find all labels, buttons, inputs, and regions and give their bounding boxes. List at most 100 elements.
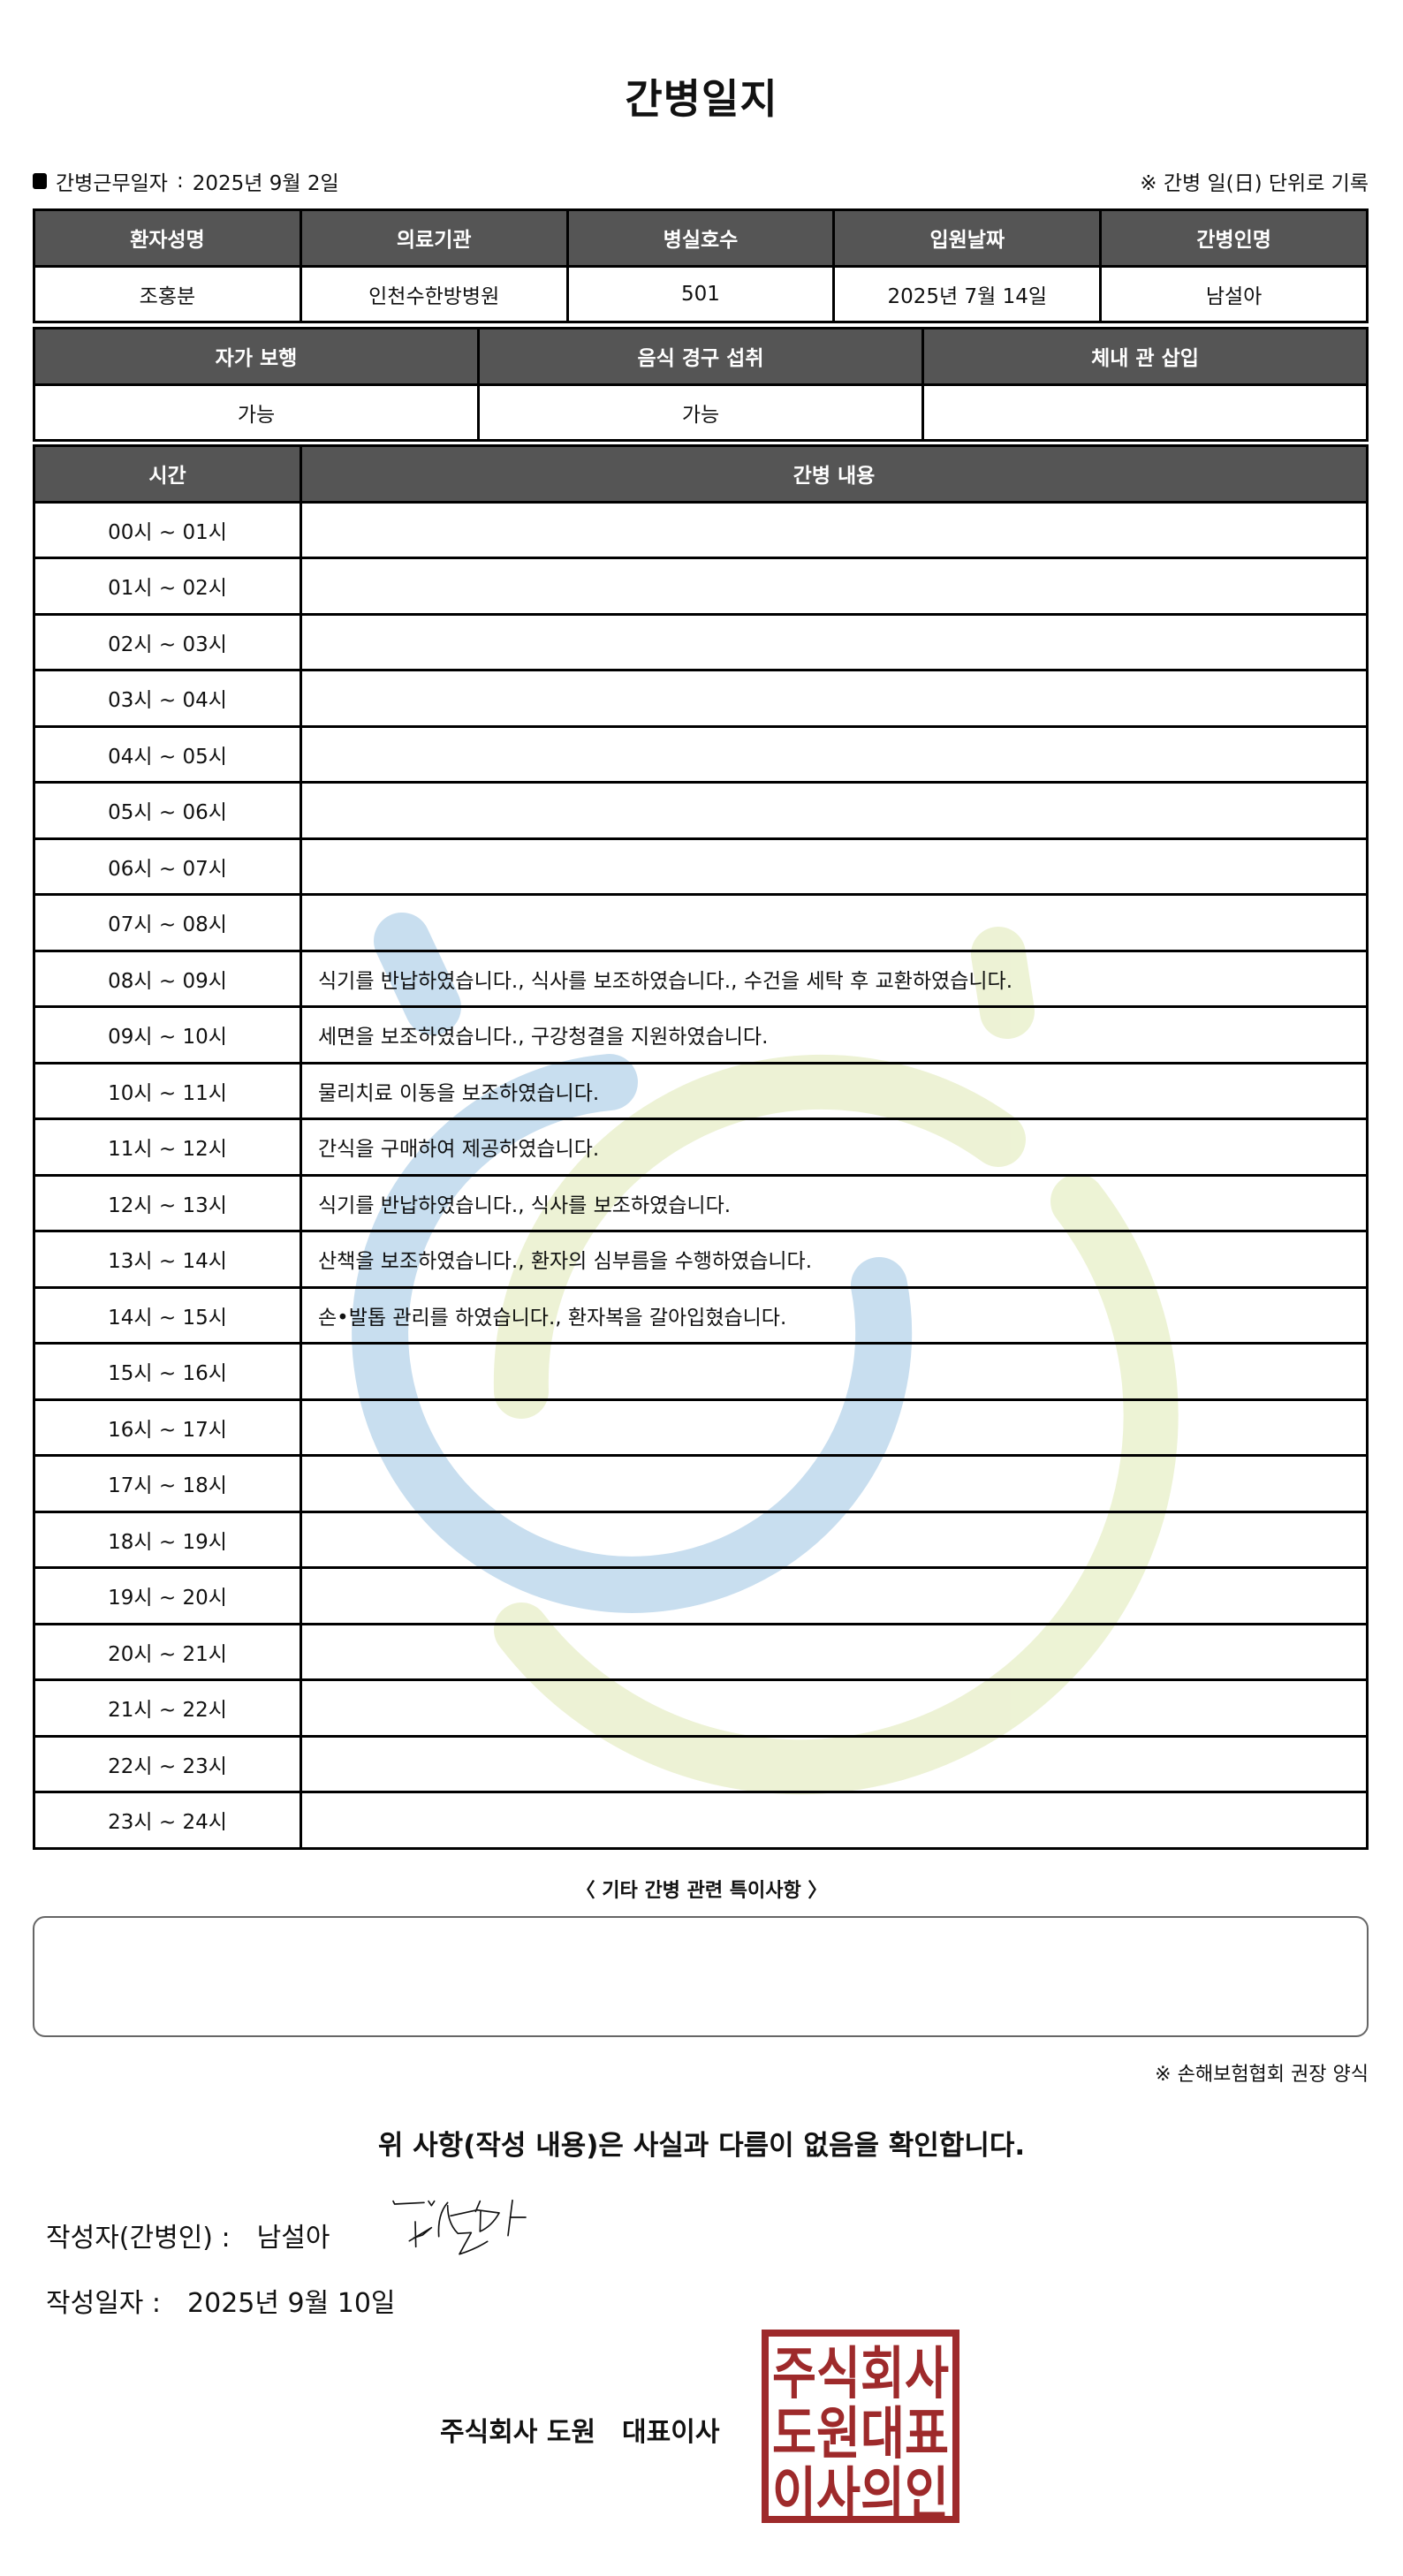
care-content: 손•발톱 관리를 하였습니다., 환자복을 갈아입혔습니다. [300, 1285, 1369, 1345]
time-slot: 01시 ~ 02시 [33, 557, 302, 616]
table-row: 16시 ~ 17시 [33, 1398, 1369, 1457]
time-slot: 18시 ~ 19시 [33, 1510, 302, 1569]
record-note: ※ 간병 일(日) 단위로 기록 [1140, 172, 1369, 195]
work-date: 간병근무일자 : 2025년 9월 2일 [33, 166, 339, 196]
page-title: 간병일지 [625, 75, 778, 123]
time-slot: 11시 ~ 12시 [33, 1118, 302, 1177]
table-row: 06시 ~ 07시 [33, 837, 1369, 896]
header-care-content: 간병 내용 [300, 444, 1369, 504]
care-content: 물리치료 이동을 보조하였습니다. [300, 1061, 1369, 1120]
stamp-line: 도원대표 [772, 2402, 949, 2467]
admission-date: 2025년 7월 14일 [832, 264, 1103, 323]
care-content [300, 1566, 1369, 1625]
care-content [300, 1734, 1369, 1793]
patient-name: 조홍분 [33, 264, 302, 323]
table-row: 15시 ~ 16시 [33, 1342, 1369, 1401]
work-date-value: 2025년 9월 2일 [192, 172, 339, 195]
written-date-line: 작성일자 : 2025년 9월 10일 [46, 2281, 396, 2320]
table-row: 17시 ~ 18시 [33, 1454, 1369, 1513]
care-content [300, 781, 1369, 840]
stamp-line: 이사의인 [772, 2462, 949, 2523]
time-slot: 17시 ~ 18시 [33, 1454, 302, 1513]
company-role: 대표이사 [622, 2417, 720, 2448]
hospital: 인천수한방병원 [299, 264, 569, 323]
care-content: 식기를 반납하였습니다., 식사를 보조하였습니다., 수건을 세탁 후 교환하… [300, 949, 1369, 1008]
confirmation-statement: 위 사항(작성 내용)은 사실과 다름이 없음을 확인합니다. [377, 2130, 1026, 2162]
header-caregiver: 간병인명 [1099, 208, 1369, 268]
time-slot: 19시 ~ 20시 [33, 1566, 302, 1625]
care-content [300, 893, 1369, 952]
written-date-label: 작성일자 : [46, 2288, 162, 2319]
table-row: 18시 ~ 19시 [33, 1510, 1369, 1569]
care-content [300, 724, 1369, 784]
time-slot: 02시 ~ 03시 [33, 612, 302, 671]
work-date-label: 간병근무일자 [56, 172, 168, 195]
company-seal-stamp: 주식회사 도원대표 이사의인 [762, 2330, 959, 2523]
time-slot: 03시 ~ 04시 [33, 669, 302, 728]
time-slot: 21시 ~ 22시 [33, 1678, 302, 1738]
table-row: 09시 ~ 10시 세면을 보조하였습니다., 구강청결을 지원하였습니다. [33, 1005, 1369, 1064]
table-row: 03시 ~ 04시 [33, 669, 1369, 728]
time-slot: 20시 ~ 21시 [33, 1622, 302, 1681]
time-slot: 06시 ~ 07시 [33, 837, 302, 896]
writer-name: 남설아 [256, 2223, 330, 2254]
table-row: 02시 ~ 03시 [33, 612, 1369, 671]
care-content [300, 612, 1369, 671]
writer-label: 작성자(간병인) : [46, 2223, 231, 2254]
time-slot: 13시 ~ 14시 [33, 1230, 302, 1289]
time-slot: 07시 ~ 08시 [33, 893, 302, 952]
table-row: 19시 ~ 20시 [33, 1566, 1369, 1625]
table-row: 01시 ~ 02시 [33, 557, 1369, 616]
time-slot: 22시 ~ 23시 [33, 1734, 302, 1793]
writer-line: 작성자(간병인) : 남설아 [46, 2216, 330, 2254]
table-row: 04시 ~ 05시 [33, 724, 1369, 784]
time-slot: 08시 ~ 09시 [33, 949, 302, 1008]
care-log-table: 시간 간병 내용 00시 ~ 01시 01시 ~ 02시 02시 ~ 03시 03시 … [33, 444, 1369, 1850]
table-row: 08시 ~ 09시 식기를 반납하였습니다., 식사를 보조하였습니다., 수건을… [33, 949, 1369, 1008]
header-room: 병실호수 [565, 208, 836, 268]
company-signature-line: 주식회사 도원 대표이사 [440, 2410, 719, 2449]
tube-value [921, 383, 1369, 442]
special-notes-box [33, 1916, 1369, 2037]
time-slot: 09시 ~ 10시 [33, 1005, 302, 1064]
table-row: 05시 ~ 06시 [33, 781, 1369, 840]
time-slot: 10시 ~ 11시 [33, 1061, 302, 1120]
written-date-value: 2025년 9월 10일 [187, 2288, 396, 2319]
status-table: 자가 보행 음식 경구 섭취 체내 관 삽입 가능 가능 [33, 327, 1369, 442]
header-time: 시간 [33, 444, 302, 504]
bullet-icon [33, 173, 47, 189]
special-notes-title: 〈 기타 간병 관련 특이사항 〉 [575, 1880, 828, 1902]
table-row: 22시 ~ 23시 [33, 1734, 1369, 1793]
room-number: 501 [565, 264, 836, 323]
header-hospital: 의료기관 [299, 208, 569, 268]
patient-table: 환자성명 의료기관 병실호수 입원날짜 간병인명 조홍분 인천수한방병원 501… [33, 208, 1369, 323]
care-content [300, 669, 1369, 728]
care-content [300, 1398, 1369, 1457]
header-oral-intake: 음식 경구 섭취 [477, 327, 924, 386]
header-walking: 자가 보행 [33, 327, 480, 386]
care-content [300, 1791, 1369, 1850]
care-content [300, 1510, 1369, 1569]
stamp-line: 주식회사 [772, 2342, 949, 2407]
care-content [300, 1342, 1369, 1401]
time-slot: 15시 ~ 16시 [33, 1342, 302, 1401]
time-slot: 14시 ~ 15시 [33, 1285, 302, 1345]
time-slot: 04시 ~ 05시 [33, 724, 302, 784]
time-slot: 00시 ~ 01시 [33, 500, 302, 559]
table-row: 14시 ~ 15시 손•발톱 관리를 하였습니다., 환자복을 갈아입혔습니다. [33, 1285, 1369, 1345]
caregiver-name: 남설아 [1099, 264, 1369, 323]
care-content: 식기를 반납하였습니다., 식사를 보조하였습니다. [300, 1173, 1369, 1232]
work-date-separator: : [176, 170, 184, 193]
time-slot: 05시 ~ 06시 [33, 781, 302, 840]
header-tube: 체내 관 삽입 [921, 327, 1369, 386]
care-content [300, 837, 1369, 896]
table-row: 11시 ~ 12시 간식을 구매하여 제공하였습니다. [33, 1118, 1369, 1177]
care-content [300, 557, 1369, 616]
table-row: 13시 ~ 14시 산책을 보조하였습니다., 환자의 심부름을 수행하였습니다. [33, 1230, 1369, 1289]
table-row: 12시 ~ 13시 식기를 반납하였습니다., 식사를 보조하였습니다. [33, 1173, 1369, 1232]
care-content [300, 1622, 1369, 1681]
oral-intake-value: 가능 [477, 383, 924, 442]
header-patient-name: 환자성명 [33, 208, 302, 268]
table-row: 20시 ~ 21시 [33, 1622, 1369, 1681]
table-row: 10시 ~ 11시 물리치료 이동을 보조하였습니다. [33, 1061, 1369, 1120]
